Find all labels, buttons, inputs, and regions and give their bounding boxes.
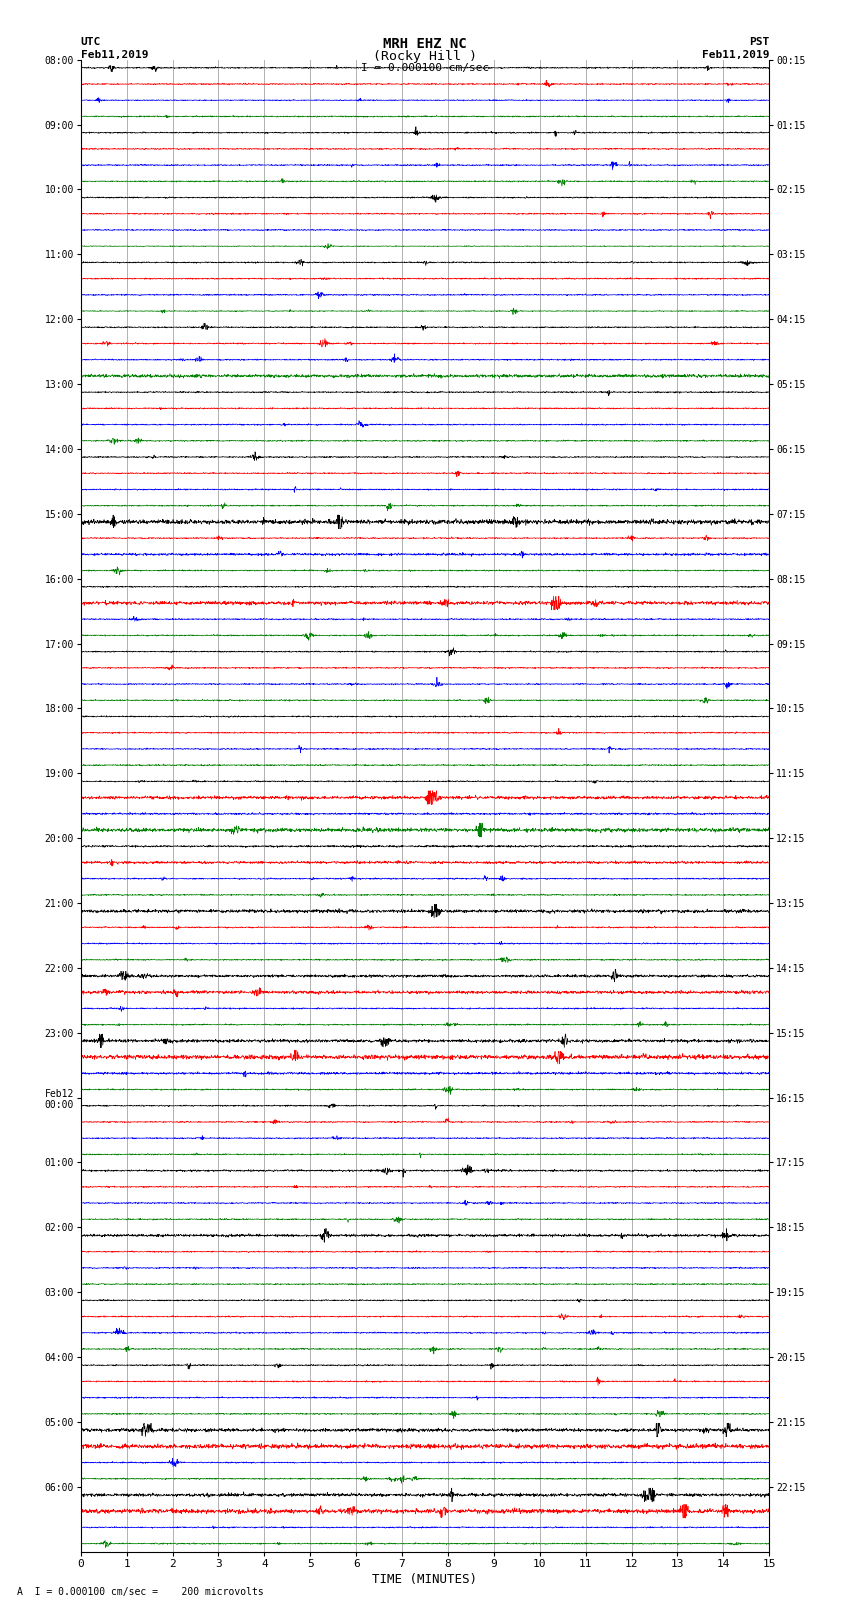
Text: I = 0.000100 cm/sec: I = 0.000100 cm/sec (361, 63, 489, 73)
Text: A  I = 0.000100 cm/sec =    200 microvolts: A I = 0.000100 cm/sec = 200 microvolts (17, 1587, 264, 1597)
Text: Feb11,2019: Feb11,2019 (81, 50, 148, 60)
Text: UTC: UTC (81, 37, 101, 47)
Text: MRH EHZ NC: MRH EHZ NC (383, 37, 467, 52)
Text: Feb11,2019: Feb11,2019 (702, 50, 769, 60)
Text: (Rocky Hill ): (Rocky Hill ) (373, 50, 477, 63)
X-axis label: TIME (MINUTES): TIME (MINUTES) (372, 1573, 478, 1586)
Text: PST: PST (749, 37, 769, 47)
